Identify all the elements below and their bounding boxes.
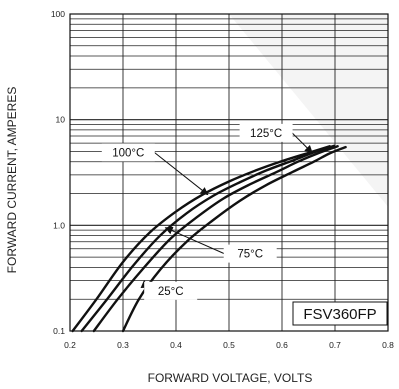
- part-number-box: FSV360FP: [292, 301, 388, 326]
- annotation-arrow: [164, 226, 225, 255]
- y-tick-label: 0.1: [53, 326, 65, 336]
- annotations: 125°C 100°C 75°C 25°C: [101, 123, 313, 300]
- x-tick-label: 0.2: [64, 340, 76, 350]
- annotation-box: [239, 123, 293, 142]
- annotation-box: [101, 143, 155, 162]
- x-axis-label: FORWARD VOLTAGE, VOLTS: [148, 371, 313, 385]
- curve-annotation: 100°C: [101, 143, 209, 196]
- annotation-arrow: [291, 132, 313, 154]
- x-tick-label: 0.6: [276, 340, 288, 350]
- y-tick-label: 10: [56, 115, 66, 125]
- annotation-box: [144, 281, 198, 300]
- tick-labels: 0.2 0.3 0.4 0.5 0.6 0.7 0.8 0.1 1.0 10 100: [51, 9, 394, 350]
- part-number: FSV360FP: [303, 306, 376, 323]
- plot-frame: [69, 13, 389, 332]
- annotation-label: 125°C: [250, 128, 282, 140]
- curves: [71, 144, 347, 333]
- y-axis-label: FORWARD CURRENT, AMPERES: [5, 87, 19, 274]
- x-tick-label: 0.5: [223, 340, 235, 350]
- annotation-label: 75°C: [237, 249, 263, 261]
- x-tick-label: 0.7: [329, 340, 341, 350]
- annotation-label: 100°C: [112, 147, 144, 159]
- curve-annotation: 75°C: [164, 226, 277, 263]
- y-tick-label: 1.0: [53, 220, 65, 230]
- x-tick-label: 0.3: [117, 340, 129, 350]
- annotation-arrow: [153, 152, 209, 196]
- background-shade: [229, 14, 388, 207]
- curve-annotation: 25°C: [140, 279, 198, 300]
- annotation-label: 25°C: [158, 286, 184, 298]
- x-tick-label: 0.4: [170, 340, 182, 350]
- y-tick-label: 100: [51, 9, 65, 19]
- series-line: [92, 145, 339, 333]
- series-line: [80, 144, 336, 333]
- series-line: [121, 145, 347, 333]
- annotation-box: [223, 244, 277, 263]
- curve-annotation: 125°C: [239, 123, 313, 154]
- x-tick-label: 0.8: [382, 340, 394, 350]
